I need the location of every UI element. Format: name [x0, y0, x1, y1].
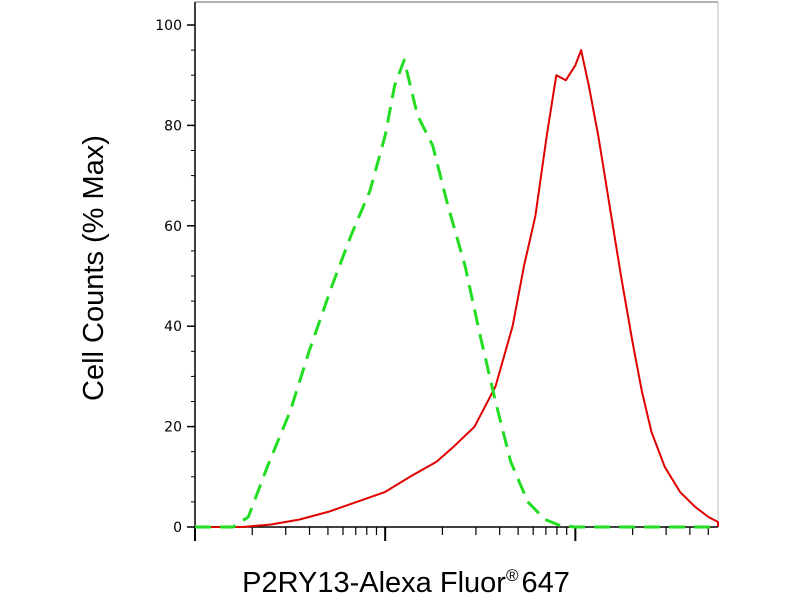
y-axis-ticks: 0 20 40 60 80 100: [155, 18, 195, 536]
series-line-2: [195, 58, 718, 529]
y-axis-label: Cell Counts (% Max): [78, 135, 110, 401]
y-tick-label: 0: [173, 520, 182, 536]
x-axis-label-suffix: 647: [521, 567, 569, 599]
series-layer: [195, 49, 719, 529]
series-line-1: [195, 49, 719, 528]
y-tick-label: 100: [155, 18, 182, 34]
x-axis-ticks: [194, 527, 709, 541]
x-axis-label: P2RY13-Alexa Fluor® 647: [242, 566, 570, 599]
x-axis-label-registered-mark: ®: [506, 566, 519, 585]
y-tick-label: 20: [164, 420, 182, 436]
y-tick-label: 40: [164, 319, 182, 335]
y-tick-label: 80: [164, 118, 182, 134]
x-axis-label-main: P2RY13-Alexa Fluor: [242, 567, 506, 599]
y-tick-label: 60: [164, 219, 182, 235]
